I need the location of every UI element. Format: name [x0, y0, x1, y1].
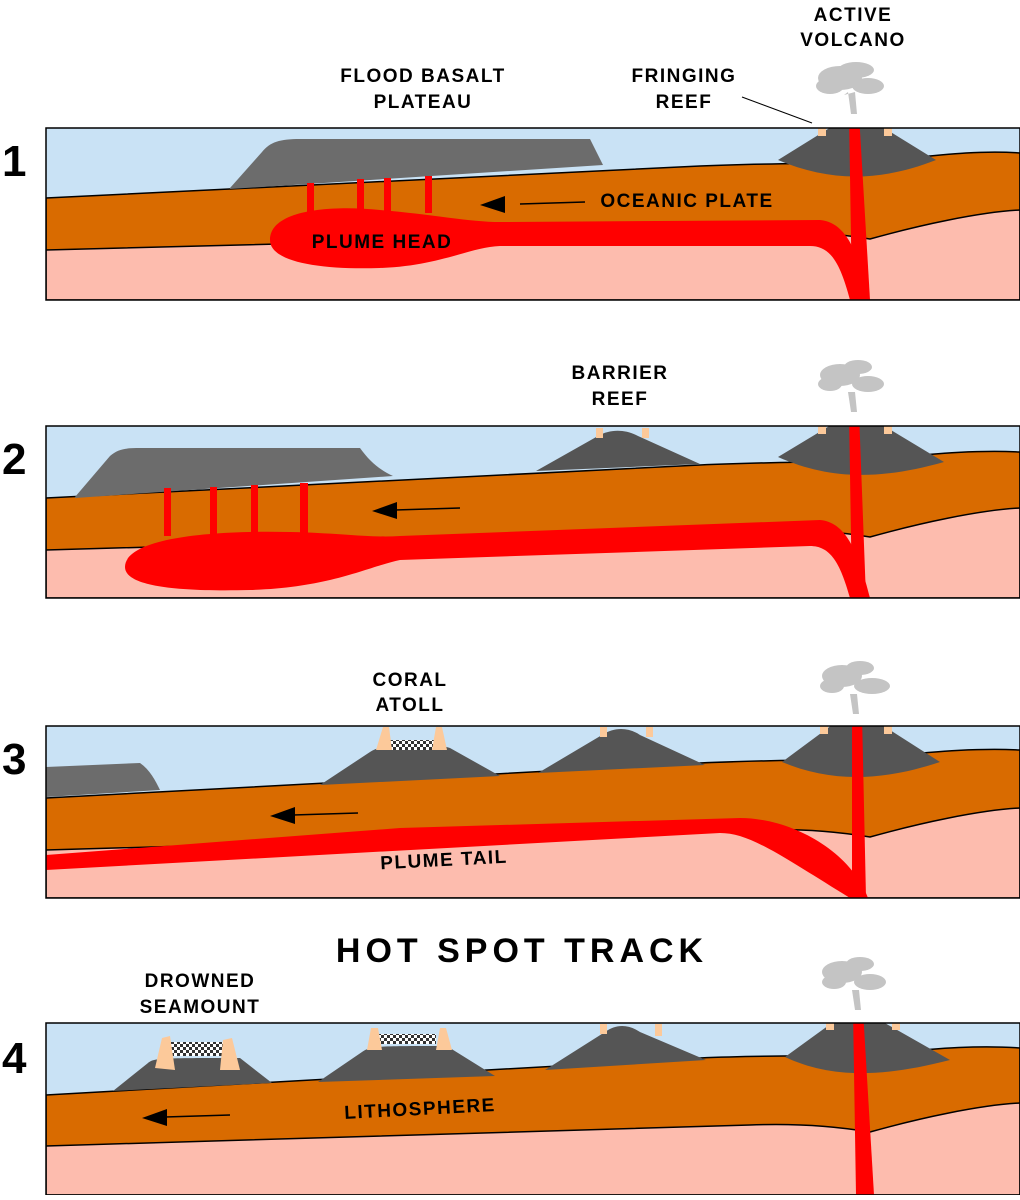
panel-3 — [46, 726, 1020, 898]
plateau-remnant — [46, 763, 160, 797]
atoll-island — [320, 745, 500, 785]
label-barrier: BARRIER — [571, 363, 668, 384]
label-active: ACTIVE — [814, 5, 893, 26]
ash-cloud-1 — [816, 62, 884, 114]
panel-number-1: 1 — [2, 137, 26, 186]
mantle — [46, 1102, 1020, 1195]
atoll-island — [318, 1046, 495, 1082]
barrier-island — [545, 1026, 706, 1070]
panel-number-3: 3 — [2, 735, 26, 784]
plume-head — [125, 520, 870, 598]
plume-tail — [46, 818, 868, 898]
ash-cloud-2 — [818, 360, 884, 412]
barrier-reef-island — [536, 430, 700, 471]
barrier-island — [538, 729, 705, 773]
conduit — [849, 128, 870, 300]
label-atoll: ATOLL — [375, 695, 444, 716]
panel-1 — [46, 128, 1020, 300]
label-oceanic-plate: OCEANIC PLATE — [600, 191, 773, 212]
label-fringing: FRINGING — [632, 66, 737, 87]
magma-dikes — [307, 176, 432, 213]
conduit — [853, 1023, 874, 1195]
panel-2 — [46, 426, 1020, 598]
plume-head — [270, 208, 870, 300]
label-barrier-reef: REEF — [592, 389, 649, 410]
label-drowned: DROWNED — [145, 971, 256, 992]
label-coral: CORAL — [372, 670, 447, 691]
flood-basalt-plateau — [230, 139, 603, 189]
volcano — [785, 1023, 950, 1074]
diagram-title: HOT SPOT TRACK — [336, 932, 708, 970]
label-plateau: PLATEAU — [374, 92, 473, 113]
label-plume-head: PLUME HEAD — [312, 232, 453, 253]
label-fringing-reef: REEF — [656, 92, 713, 113]
panel-number-2: 2 — [2, 435, 26, 484]
panel-4 — [46, 1023, 1020, 1195]
panel-number-4: 4 — [2, 1034, 27, 1083]
ash-cloud-4 — [822, 957, 886, 1010]
volcano — [778, 426, 944, 475]
conduit — [849, 426, 866, 598]
label-seamount: SEAMOUNT — [140, 997, 261, 1018]
label-volcano: VOLCANO — [800, 30, 906, 51]
magma-dikes — [164, 483, 308, 536]
flood-basalt-plateau — [75, 448, 393, 498]
label-flood-basalt: FLOOD BASALT — [340, 66, 505, 87]
ash-cloud-3 — [820, 661, 890, 714]
conduit — [852, 726, 866, 898]
